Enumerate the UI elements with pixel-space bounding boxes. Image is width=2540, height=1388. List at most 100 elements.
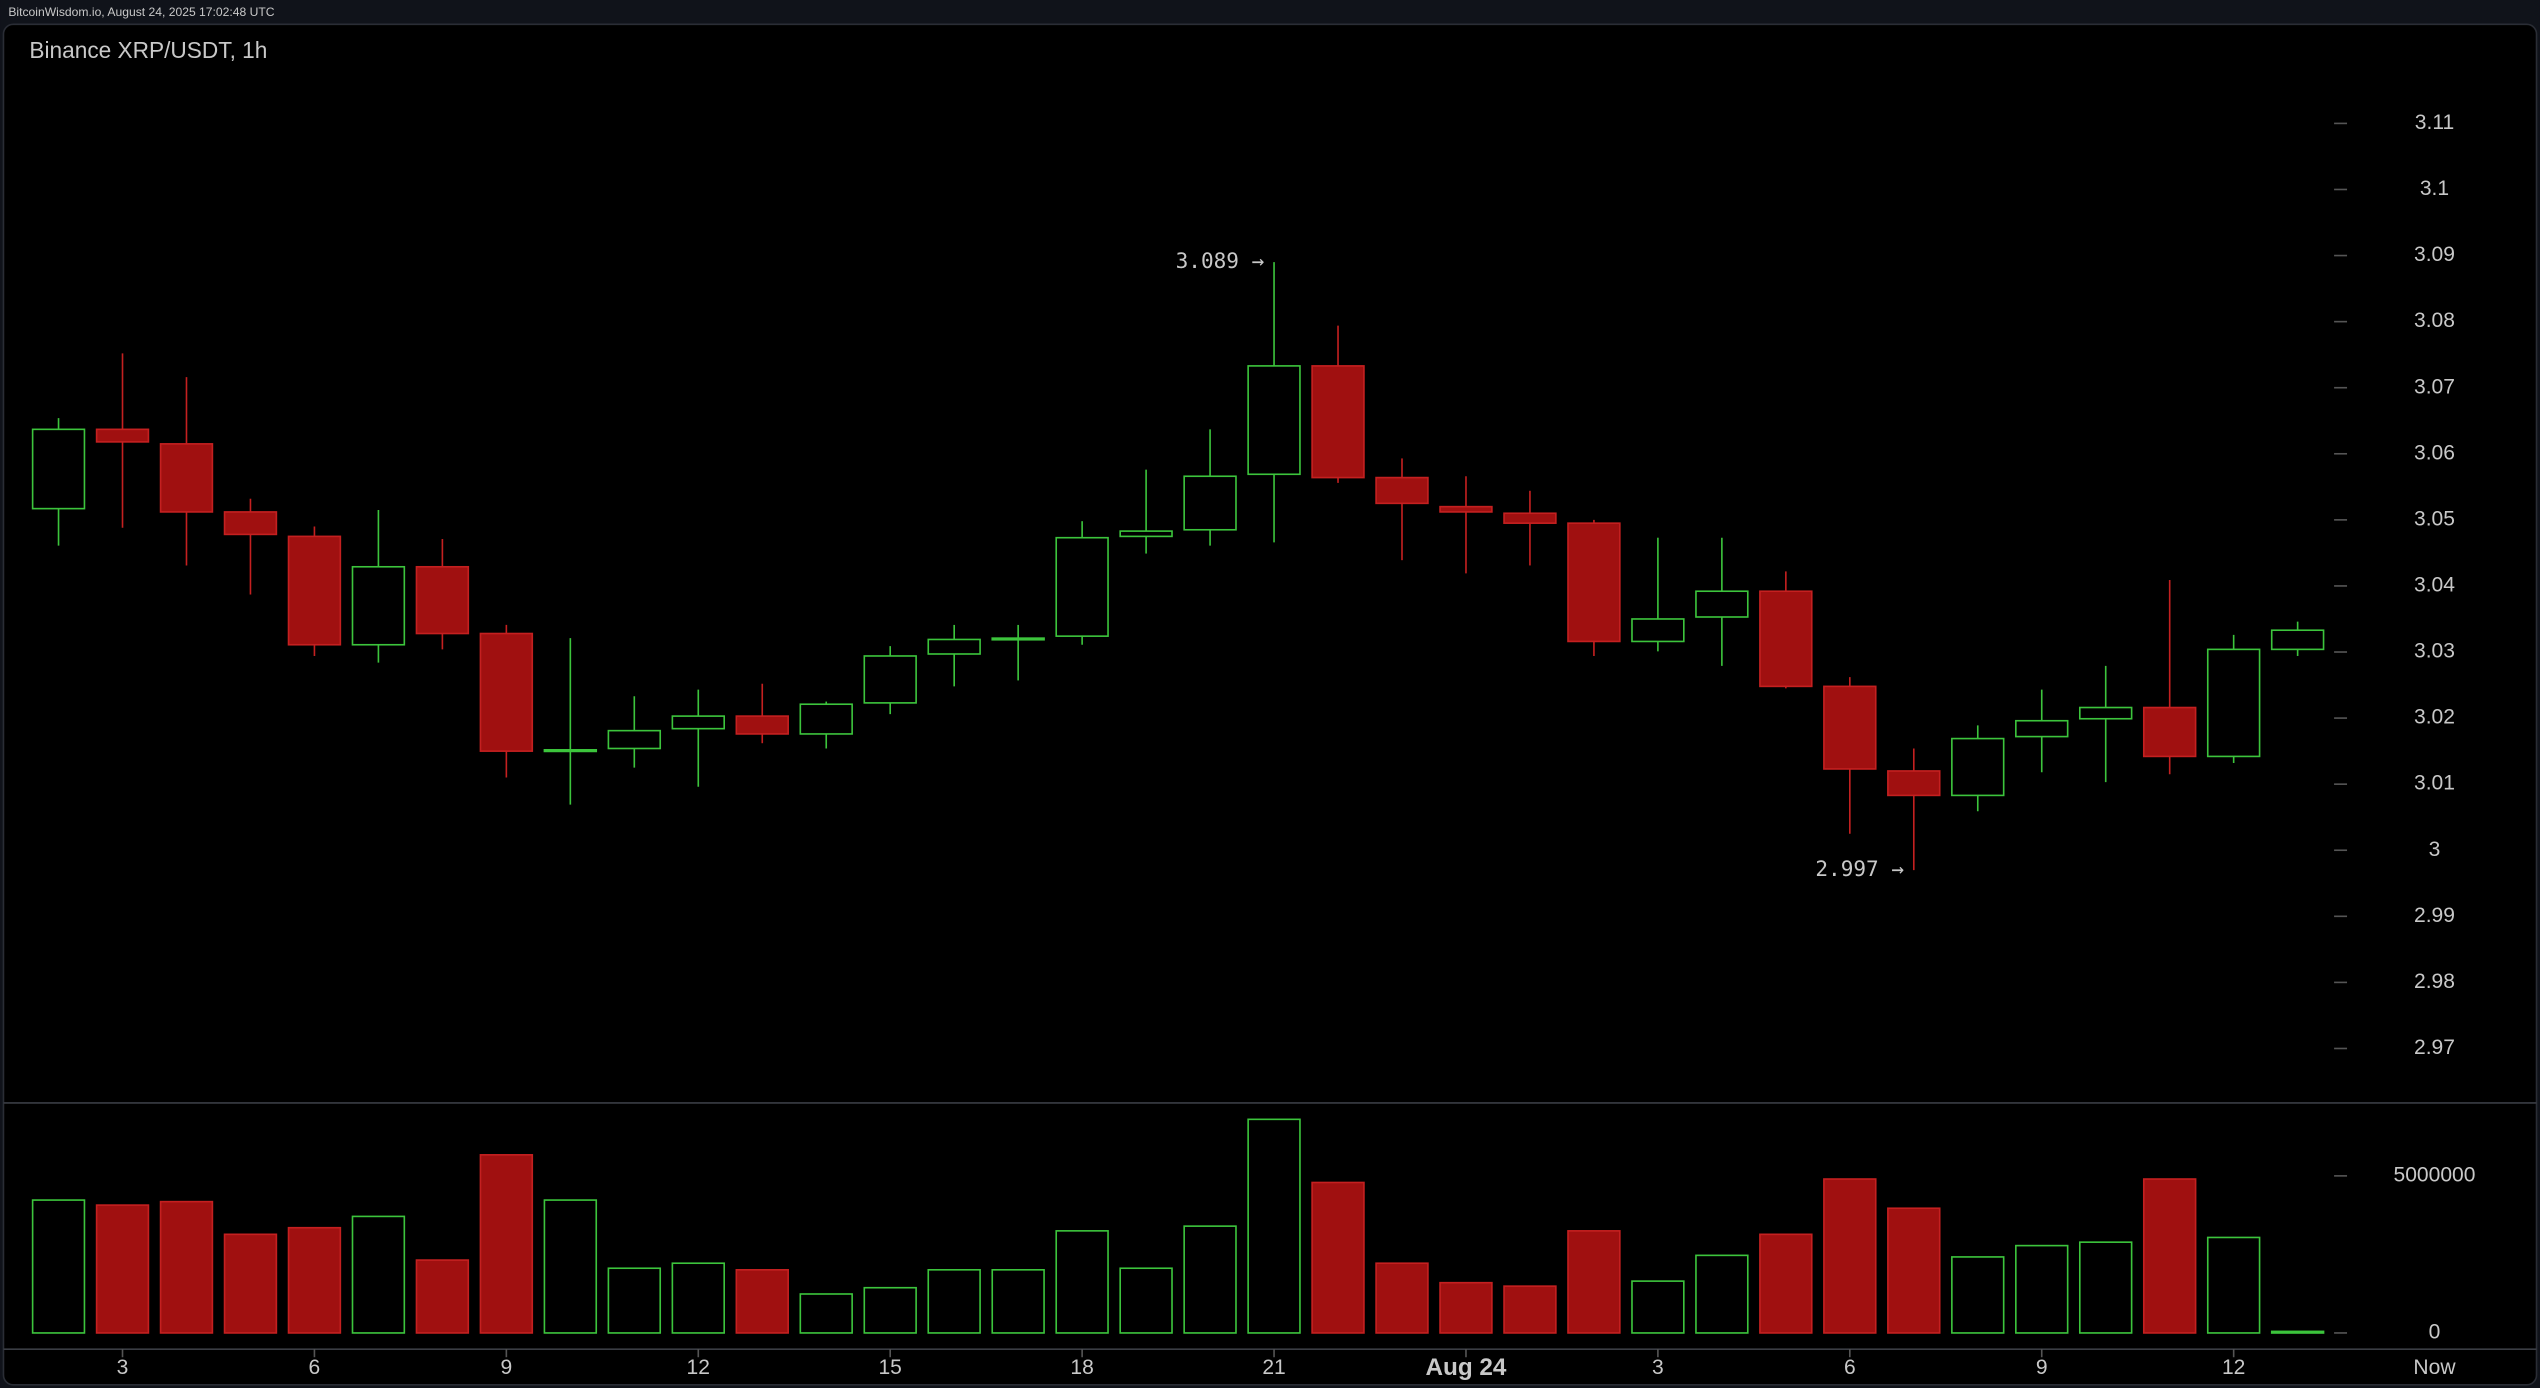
volume-bar — [1887, 1207, 1941, 1334]
candle-body — [863, 655, 917, 704]
y-tick-label: 3.06 — [2414, 441, 2455, 464]
volume-bar — [1055, 1230, 1109, 1334]
x-tick-label: 21 — [1262, 1356, 1285, 1379]
volume-bar — [1631, 1280, 1685, 1334]
chart-title: Binance XRP/USDT, 1h — [29, 37, 267, 63]
x-tick-label: 3 — [1652, 1356, 1664, 1379]
y-tick-label: 3.08 — [2414, 309, 2455, 332]
y-tick-label: 3.04 — [2414, 574, 2455, 597]
volume-bar — [799, 1293, 853, 1334]
candle-body — [287, 535, 342, 646]
candle-body — [1183, 475, 1237, 531]
x-now-label: Now — [2413, 1356, 2456, 1379]
header: BitcoinWisdom.io, August 24, 2025 17:02:… — [8, 5, 274, 19]
volume-bar — [2142, 1178, 2197, 1334]
y-tick-label: 2.98 — [2414, 970, 2455, 993]
volume-bar — [1695, 1254, 1749, 1334]
candle-body — [543, 748, 598, 753]
candle-body — [2206, 648, 2261, 758]
candle-body — [2015, 719, 2069, 738]
y-tick-label: 0 — [2429, 1321, 2441, 1344]
volume-bar — [415, 1259, 470, 1334]
volume-bar — [1311, 1181, 1365, 1334]
candle-body — [159, 443, 214, 513]
volume-bar — [1183, 1225, 1237, 1334]
candle-body — [1375, 476, 1429, 505]
candle-body — [607, 729, 662, 750]
volume-bar — [1119, 1267, 1173, 1334]
candle-body — [351, 565, 406, 646]
y-tick-label: 2.97 — [2414, 1036, 2455, 1059]
volume-bar — [31, 1199, 86, 1334]
x-tick-label: Aug 24 — [1425, 1354, 1506, 1381]
y-tick-label: 3.09 — [2414, 243, 2455, 266]
candle-body — [1119, 530, 1173, 538]
volume-bar — [1951, 1256, 2005, 1334]
y-tick-label: 3.1 — [2420, 177, 2449, 200]
candle-body — [1823, 685, 1877, 770]
volume-bar — [223, 1233, 278, 1334]
candle-body — [31, 428, 86, 510]
candle-body — [95, 428, 150, 443]
volume-bar — [991, 1268, 1045, 1334]
chart-panel — [2, 23, 2538, 1386]
volume-bar — [159, 1200, 214, 1334]
volume-bar — [95, 1204, 150, 1334]
volume-bar — [735, 1268, 789, 1334]
volume-bar — [1503, 1285, 1557, 1334]
volume-bar — [2206, 1236, 2261, 1334]
y-tick-label: 3.11 — [2415, 111, 2454, 134]
volume-bar — [1375, 1262, 1429, 1334]
volume-bar — [927, 1268, 981, 1334]
candle-body — [1631, 618, 1685, 643]
volume-bar — [479, 1154, 534, 1334]
candle-body — [2142, 706, 2197, 758]
annotation: 3.089 → — [1176, 248, 1265, 273]
y-tick-label: 3.05 — [2414, 507, 2455, 530]
candle-body — [2270, 629, 2325, 651]
x-tick-label: 6 — [1844, 1356, 1856, 1379]
y-tick-label: 3.02 — [2414, 706, 2455, 729]
candle-body — [1055, 536, 1109, 637]
y-tick-label: 5000000 — [2394, 1163, 2476, 1186]
volume-bar — [2078, 1241, 2133, 1334]
volume-bar — [1567, 1230, 1621, 1334]
x-tick-label: 6 — [309, 1356, 321, 1379]
candle-body — [735, 715, 789, 735]
candle-body — [1311, 365, 1365, 479]
volume-bar — [1247, 1118, 1301, 1334]
candle-body — [2078, 706, 2133, 720]
volume-bar — [351, 1215, 406, 1334]
candle-body — [1247, 365, 1301, 476]
candle-body — [1503, 512, 1557, 524]
volume-bar — [1439, 1281, 1493, 1334]
volume-bar — [543, 1199, 598, 1334]
candle-body — [479, 632, 534, 752]
x-tick-label: 18 — [1070, 1356, 1093, 1379]
volume-bar — [671, 1262, 726, 1334]
candle-body — [991, 637, 1045, 641]
candle-body — [1951, 737, 2005, 797]
candle-body — [1887, 770, 1941, 797]
x-tick-label: 3 — [117, 1356, 129, 1379]
y-tick-label: 3.01 — [2414, 772, 2455, 795]
candle-body — [1439, 505, 1493, 513]
candle-body — [927, 638, 981, 655]
candle-body — [671, 715, 726, 730]
x-tick-label: 12 — [687, 1356, 710, 1379]
y-tick-label: 3 — [2429, 838, 2441, 861]
candle-body — [1695, 590, 1749, 618]
candle-body — [1567, 522, 1621, 643]
x-tick-label: 9 — [500, 1356, 512, 1379]
candle-body — [415, 565, 470, 635]
y-tick-label: 2.99 — [2414, 904, 2455, 927]
x-tick-label: 15 — [878, 1356, 901, 1379]
candle-body — [1759, 590, 1813, 688]
volume-bar — [863, 1286, 917, 1334]
volume-bar — [1823, 1178, 1877, 1334]
volume-bar — [607, 1267, 662, 1334]
x-tick-label: 9 — [2036, 1356, 2048, 1379]
annotation: 2.997 → — [1815, 856, 1904, 881]
volume-bar — [1759, 1233, 1813, 1334]
